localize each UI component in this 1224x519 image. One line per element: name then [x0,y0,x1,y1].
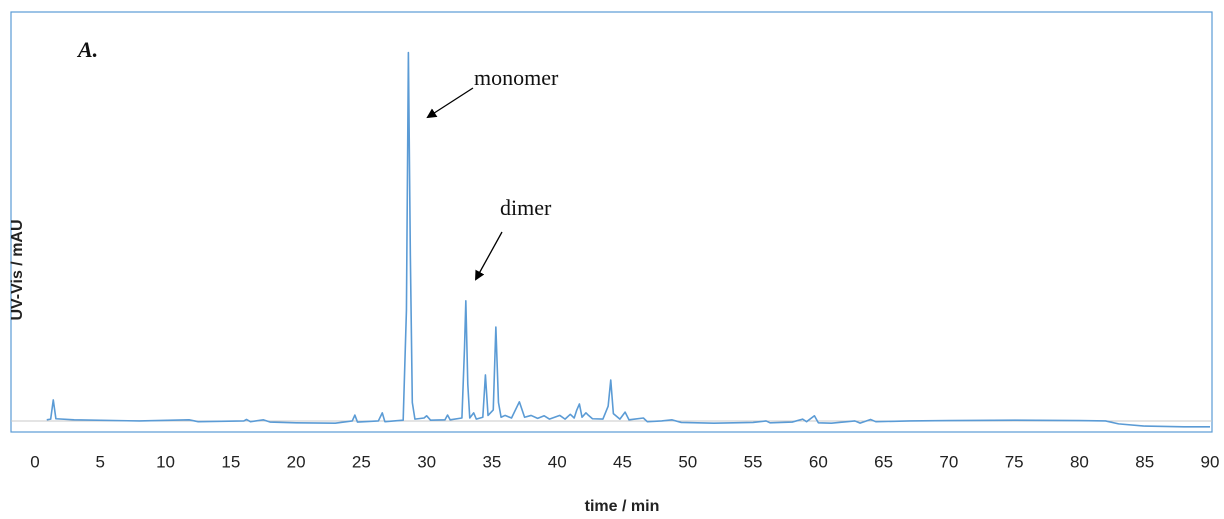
x-tick-label: 0 [30,452,39,471]
x-tick-label: 75 [1005,452,1024,471]
panel-label: A. [76,37,98,62]
x-tick-label: 25 [352,452,371,471]
x-tick-label: 35 [482,452,501,471]
x-tick-label: 90 [1201,452,1220,471]
arrow [426,87,474,119]
x-tick-label: 65 [874,452,893,471]
x-tick-label: 10 [156,452,175,471]
x-tick-label: 55 [744,452,763,471]
x-tick-label: 40 [548,452,567,471]
x-tick-label: 15 [221,452,240,471]
series-line [46,51,1210,428]
x-tick-label: 5 [96,452,105,471]
arrow [475,231,503,281]
x-axis-title: time / min [585,498,660,515]
annotation: dimer [500,195,552,220]
x-tick-label: 85 [1135,452,1154,471]
y-axis-title: UV-Vis / mAU [9,219,26,320]
x-tick-label: 20 [287,452,306,471]
x-tick-label: 45 [613,452,632,471]
x-tick-label: 80 [1070,452,1089,471]
x-tick-label: 60 [809,452,828,471]
plot-frame [10,11,1213,433]
x-tick-label: 50 [678,452,697,471]
x-tick-label: 70 [939,452,958,471]
annotation: monomer [474,65,559,90]
x-tick-label: 30 [417,452,436,471]
